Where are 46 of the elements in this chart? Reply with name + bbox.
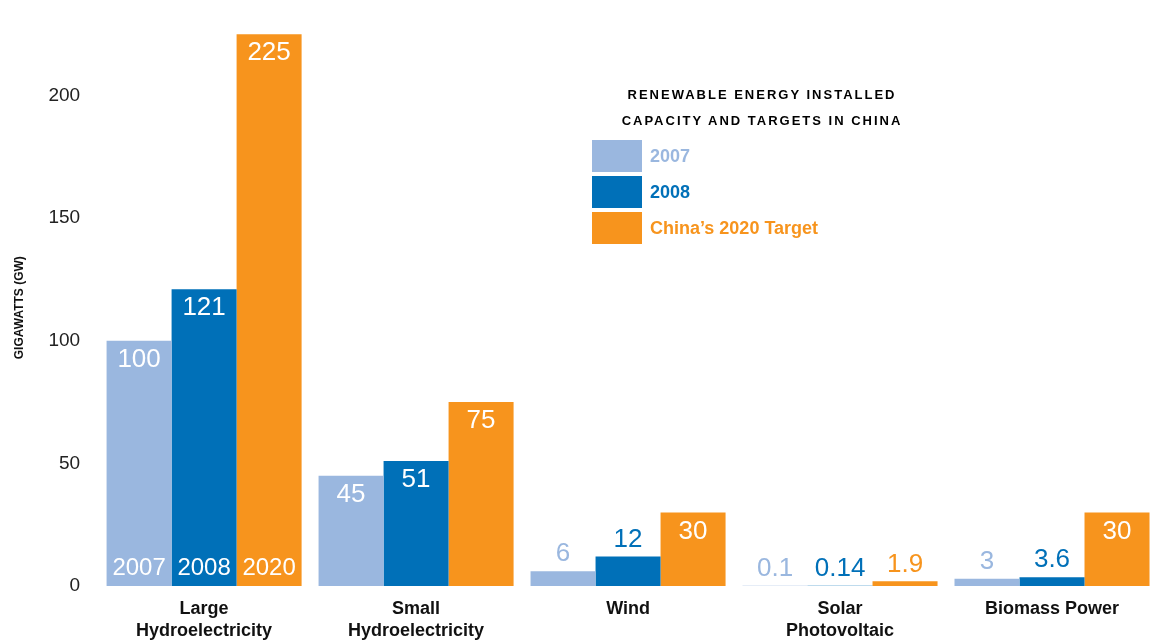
data-label: 1.9: [886, 547, 924, 578]
bar: [318, 475, 384, 586]
legend-label: 2008: [650, 181, 691, 203]
x-tick-label: Small Hydroelectricity: [348, 597, 485, 640]
data-label: 12: [613, 522, 643, 553]
x-tick-label: Wind: [606, 597, 650, 618]
data-label: 30: [678, 514, 708, 545]
legend-label: China’s 2020 Target: [650, 217, 819, 239]
y-tick-label: 100: [48, 329, 81, 351]
bar: [383, 460, 449, 586]
bar: [954, 578, 1020, 586]
x-tick-label: Solar Photovoltaic: [786, 597, 895, 640]
data-label: 0.14: [814, 551, 866, 582]
data-label: 51: [401, 463, 431, 494]
bar: [106, 340, 172, 586]
bar: [595, 556, 661, 586]
data-label: 3.6: [1033, 543, 1071, 574]
y-axis-title: GIGAWATTS (GW): [11, 256, 26, 360]
bar: [171, 289, 237, 586]
bar: [530, 571, 596, 586]
data-label: 45: [336, 477, 366, 508]
bar: [872, 581, 938, 586]
y-tick-label: 50: [58, 451, 81, 473]
bar: [236, 34, 302, 586]
data-label: 225: [247, 36, 291, 67]
y-tick-label: 200: [48, 83, 81, 105]
data-label: 30: [1102, 514, 1132, 545]
data-label: 3: [979, 544, 995, 575]
y-tick-label: 0: [69, 574, 81, 596]
annotation: 2020: [242, 552, 296, 580]
legend-title: RENEWABLE ENERGY INSTALLED CAPACITY AND TARGETS IN CHINA: [620, 86, 904, 130]
legend-label: 2007: [650, 145, 691, 167]
data-label: 121: [182, 291, 226, 322]
x-tick-label: Large Hydroelectricity: [136, 597, 273, 640]
annotation: 2008: [177, 552, 231, 580]
x-tick-label: Biomass Power: [984, 597, 1120, 618]
data-label: 100: [117, 342, 161, 373]
bar: [1019, 577, 1085, 586]
bar: [1084, 512, 1150, 586]
data-label: 0.1: [756, 551, 794, 582]
bar: [660, 512, 726, 586]
annotation: 2007: [112, 552, 166, 580]
data-label: 75: [466, 404, 496, 435]
data-label: 6: [555, 537, 571, 568]
bar: [448, 402, 514, 586]
y-tick-label: 150: [48, 206, 81, 228]
